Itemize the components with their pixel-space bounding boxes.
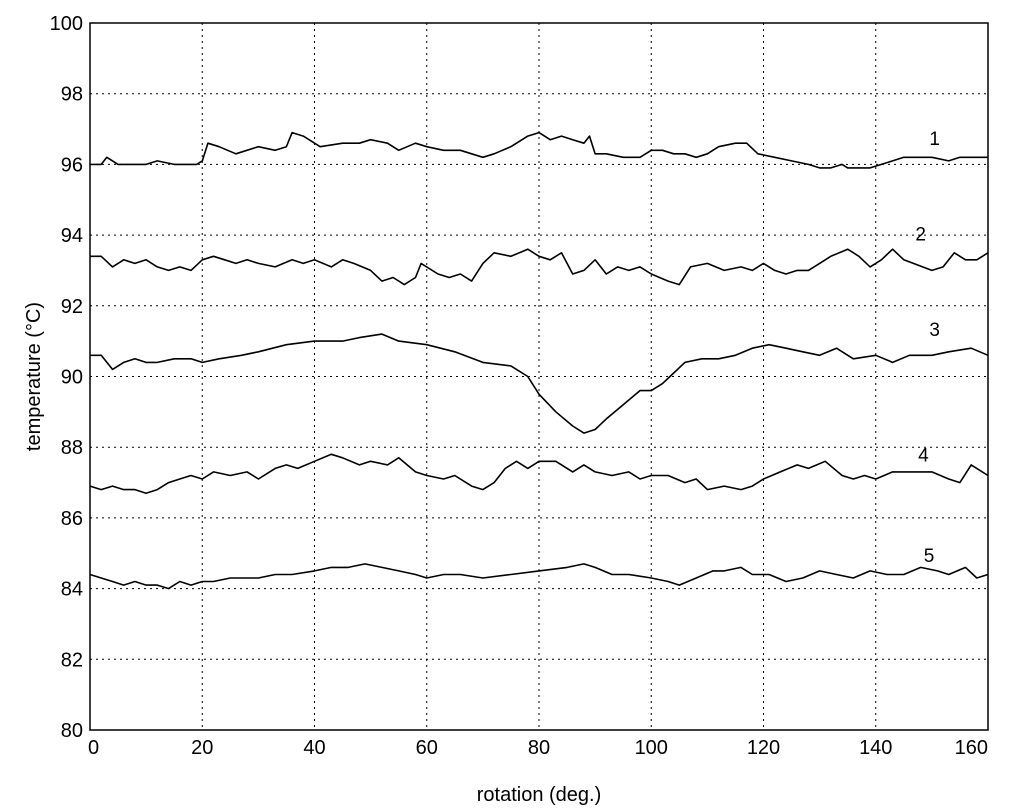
- x-tick-label: 80: [528, 737, 550, 759]
- x-axis-label: rotation (deg.): [477, 784, 602, 806]
- series-label-5: 5: [924, 546, 935, 567]
- x-tick-label: 0: [88, 737, 99, 759]
- x-tick-labels: 0 20 40 60 80 100 120 140 160: [88, 737, 988, 759]
- series-line-2: [90, 248, 989, 286]
- x-tick-label: 120: [747, 737, 780, 759]
- series-label-3: 3: [929, 320, 940, 341]
- series-line-5: [89, 563, 989, 590]
- series-line-1: [90, 131, 988, 169]
- y-tick-label: 98: [61, 84, 83, 106]
- x-tick-label: 140: [859, 737, 892, 759]
- x-tick-label: 100: [635, 737, 668, 759]
- x-tick-label: 40: [303, 737, 325, 759]
- series-label-4: 4: [918, 445, 929, 466]
- grid: [90, 23, 988, 730]
- x-tick-label: 20: [191, 737, 213, 759]
- y-tick-label: 90: [61, 367, 83, 389]
- series-label-2: 2: [915, 224, 926, 245]
- y-axis-label: temperature (°C): [23, 302, 45, 451]
- series-line-4: [89, 453, 989, 494]
- y-tick-label: 94: [61, 225, 83, 247]
- y-tick-label: 100: [50, 13, 83, 35]
- series-line-3: [90, 333, 989, 434]
- series-lines: [89, 131, 989, 590]
- x-tick-label: 60: [416, 737, 438, 759]
- plot-frame: [89, 22, 989, 731]
- series-labels: 1 2 3 4 5: [915, 129, 940, 567]
- y-tick-label: 86: [61, 508, 83, 530]
- y-tick-label: 96: [61, 154, 83, 176]
- y-tick-labels: 80 82 84 86 88 90 92 94 96 98 100: [50, 13, 83, 742]
- y-tick-label: 82: [61, 649, 83, 671]
- y-tick-label: 84: [61, 579, 83, 601]
- y-tick-label: 80: [61, 720, 83, 742]
- series-label-1: 1: [929, 129, 940, 150]
- x-tick-label: 160: [955, 737, 988, 759]
- y-tick-label: 88: [61, 437, 83, 459]
- y-tick-label: 92: [61, 296, 83, 318]
